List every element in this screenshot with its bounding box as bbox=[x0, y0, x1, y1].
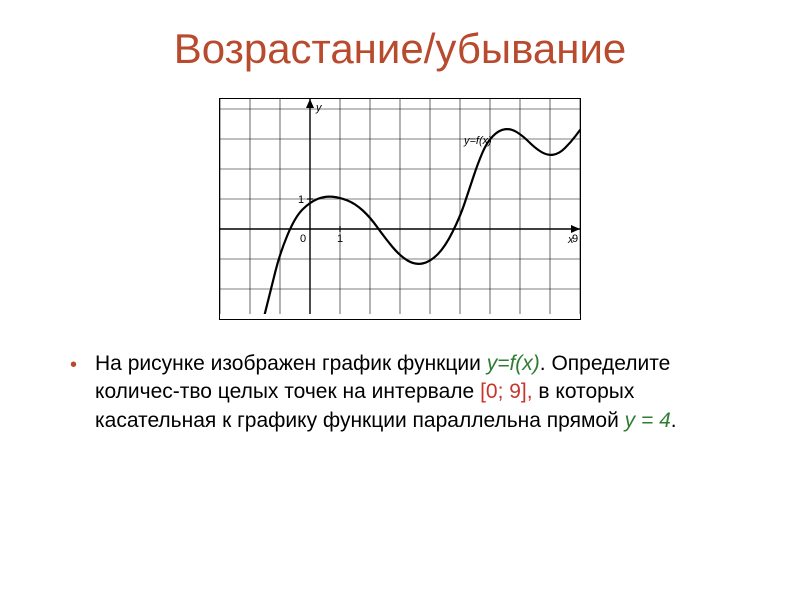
body-paragraph: На рисунке изображен график функции y=f(… bbox=[95, 350, 730, 435]
fx-expression: y=f(x) bbox=[487, 352, 540, 375]
interval-text: [0; 9], bbox=[480, 380, 533, 403]
text-part1: На рисунке изображен график функции bbox=[95, 352, 487, 375]
function-chart: yx0119y=f(x) bbox=[219, 98, 581, 320]
text-part4: . bbox=[671, 409, 677, 432]
chart-container: yx0119y=f(x) bbox=[40, 98, 760, 320]
eq-text: y = 4 bbox=[625, 409, 671, 432]
body-text-row: • На рисунке изображен график функции y=… bbox=[40, 350, 760, 435]
svg-text:1: 1 bbox=[298, 194, 304, 206]
slide-title: Возрастание/убывание bbox=[40, 25, 760, 73]
svg-text:y=f(x): y=f(x) bbox=[463, 135, 492, 147]
svg-text:0: 0 bbox=[300, 233, 306, 245]
svg-text:1: 1 bbox=[337, 233, 343, 245]
svg-text:9: 9 bbox=[572, 233, 578, 245]
bullet-dot: • bbox=[70, 354, 77, 377]
